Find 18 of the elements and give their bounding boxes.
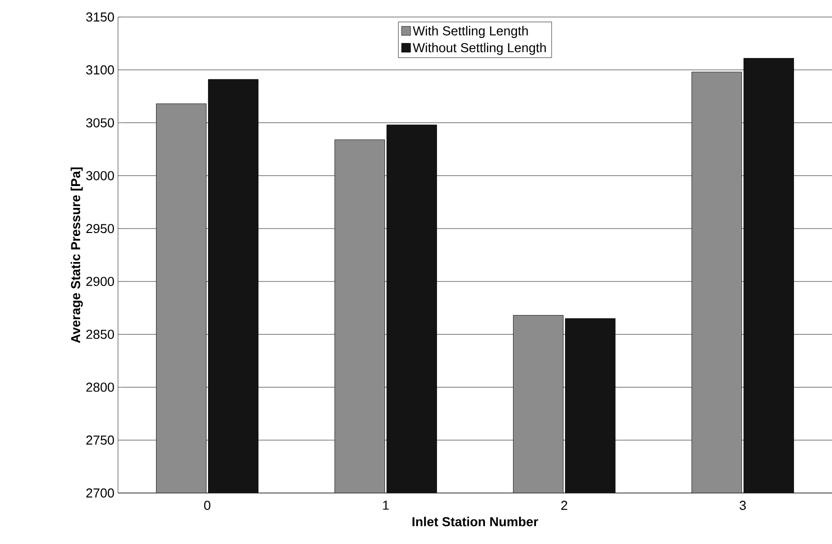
y-tick-label: 2750	[86, 436, 114, 445]
y-tick-label: 2950	[86, 224, 114, 234]
y-tick-label: 3050	[86, 118, 114, 128]
legend-label: With Settling Length	[412, 26, 528, 38]
x-axis-title: Inlet Station Number	[412, 516, 538, 526]
y-tick-label: 2700	[86, 488, 114, 498]
y-tick-label: 2850	[86, 330, 114, 339]
y-tick-label: 2800	[86, 382, 114, 392]
legend-label: Without Settling Length	[412, 42, 546, 55]
x-tick-label: 2	[561, 500, 568, 510]
x-tick-label: 0	[204, 500, 210, 510]
y-tick-label: 3150	[86, 12, 114, 22]
y-tick-label: 2900	[86, 276, 114, 286]
x-tick-label: 1	[383, 500, 389, 510]
y-tick-label: 3000	[86, 171, 114, 180]
y-tick-label: 3100	[86, 65, 114, 74]
y-axis-title: Average Static Pressure [Pa]	[70, 167, 83, 343]
x-tick-label: 3	[740, 500, 746, 510]
